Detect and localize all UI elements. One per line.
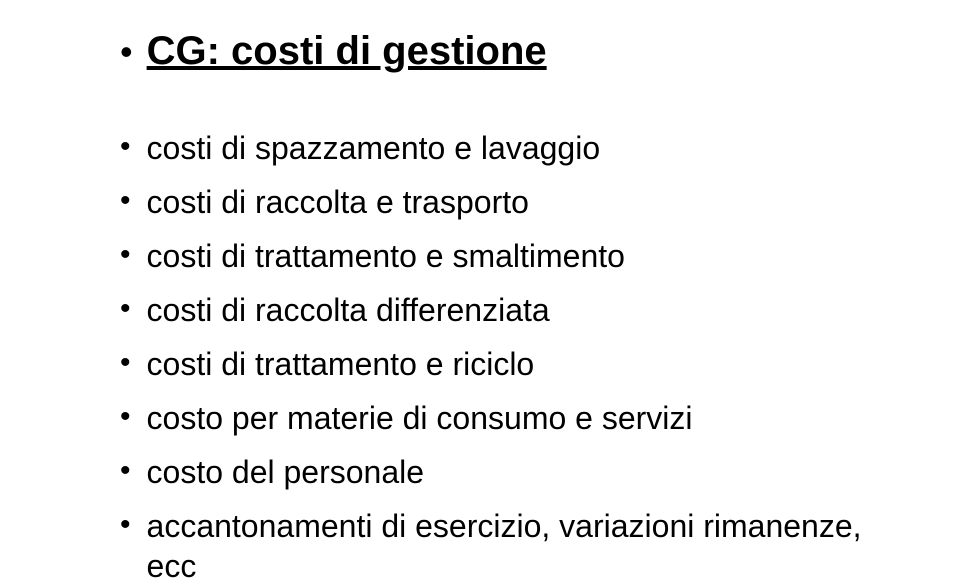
bullet-icon: • — [120, 240, 131, 270]
items-list: • costi di spazzamento e lavaggio • cost… — [120, 128, 900, 586]
title-row: • CG: costi di gestione — [120, 28, 900, 74]
bullet-icon: • — [120, 510, 131, 540]
list-item: • costo del personale — [120, 452, 900, 492]
item-text: costo per materie di consumo e servizi — [147, 398, 693, 438]
item-text: costi di trattamento e riciclo — [147, 344, 535, 384]
bullet-icon: • — [120, 456, 131, 486]
item-text: costi di spazzamento e lavaggio — [147, 128, 601, 168]
item-text: costo del personale — [147, 452, 425, 492]
bullet-icon: • — [120, 294, 131, 324]
bullet-icon: • — [120, 186, 131, 216]
list-item: • accantonamenti di esercizio, variazion… — [120, 506, 900, 586]
item-text: costi di trattamento e smaltimento — [147, 236, 625, 276]
list-item: • costo per materie di consumo e servizi — [120, 398, 900, 438]
slide: • CG: costi di gestione • costi di spazz… — [0, 0, 960, 542]
list-item: • costi di spazzamento e lavaggio — [120, 128, 900, 168]
list-item: • costi di raccolta e trasporto — [120, 182, 900, 222]
item-text: accantonamenti di esercizio, variazioni … — [147, 506, 900, 586]
bullet-icon: • — [120, 34, 133, 70]
list-item: • costi di trattamento e riciclo — [120, 344, 900, 384]
bullet-icon: • — [120, 132, 131, 162]
bullet-icon: • — [120, 402, 131, 432]
list-item: • costi di trattamento e smaltimento — [120, 236, 900, 276]
item-text: costi di raccolta differenziata — [147, 290, 550, 330]
list-item: • costi di raccolta differenziata — [120, 290, 900, 330]
bullet-icon: • — [120, 348, 131, 378]
item-text: costi di raccolta e trasporto — [147, 182, 529, 222]
slide-title: CG: costi di gestione — [147, 28, 547, 74]
